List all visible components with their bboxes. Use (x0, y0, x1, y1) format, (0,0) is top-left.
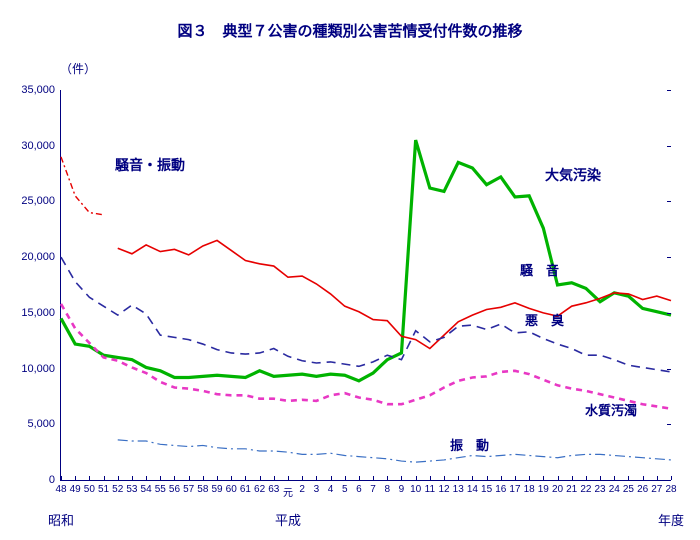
series-vibration (118, 440, 671, 462)
y-tick-label: 5,000 (27, 418, 61, 430)
series-label-vibration: 振 動 (450, 435, 489, 454)
x-tick-label: 17 (509, 480, 520, 495)
x-tick-label: 19 (538, 480, 549, 495)
y-tick-label: 25,000 (21, 195, 61, 207)
x-tick-label: 23 (595, 480, 606, 495)
series-label-water_pollution: 水質汚濁 (585, 400, 637, 419)
x-tick-label: 14 (467, 480, 478, 495)
x-tick-label: 11 (425, 480, 435, 495)
y-tick-label: 20,000 (21, 251, 61, 263)
era-label: 平成 (275, 510, 301, 529)
x-tick-label: 55 (155, 480, 166, 495)
series-noise_vibration_s48 (61, 157, 104, 215)
x-tick-label: 25 (623, 480, 634, 495)
x-tick-label: 53 (126, 480, 137, 495)
x-tick-label: 13 (453, 480, 464, 495)
x-tick-label: 10 (410, 480, 421, 495)
x-tick-label: 57 (183, 480, 194, 495)
x-tick-label: 58 (197, 480, 208, 495)
x-tick-label: 59 (211, 480, 222, 495)
x-tick-label: 4 (328, 480, 334, 495)
x-tick-label: 63 (268, 480, 279, 495)
series-odor (61, 257, 671, 372)
x-tick-label: 3 (314, 480, 320, 495)
x-tick-label: 48 (55, 480, 66, 495)
x-tick-label: 28 (665, 480, 676, 495)
y-tick-label: 15,000 (21, 307, 61, 319)
x-tick-label: 21 (566, 480, 577, 495)
x-tick-label: 16 (495, 480, 506, 495)
series-water_pollution (61, 304, 671, 409)
x-tick-label: 2 (299, 480, 305, 495)
x-tick-label: 62 (254, 480, 265, 495)
series-label-noise_vibration_s48: 騒音・振動 (115, 155, 185, 175)
y-tick-label: 35,000 (21, 84, 61, 96)
x-tick-label: 49 (70, 480, 81, 495)
y-axis-unit: （件） (60, 60, 96, 77)
x-tick-label: 18 (524, 480, 535, 495)
era-label: 年度 (658, 510, 684, 529)
x-tick-label: 56 (169, 480, 180, 495)
x-tick-label: 50 (84, 480, 95, 495)
x-tick-label: 51 (98, 480, 109, 495)
chart-lines (61, 90, 671, 480)
x-tick-label: 元 (283, 480, 293, 499)
x-tick-label: 12 (438, 480, 449, 495)
era-label: 昭和 (48, 510, 74, 529)
x-tick-label: 27 (651, 480, 662, 495)
y-tick-label: 30,000 (21, 140, 61, 152)
series-noise (118, 240, 671, 348)
x-tick-label: 20 (552, 480, 563, 495)
x-tick-label: 26 (637, 480, 648, 495)
chart-container: 図３ 典型７公害の種類別公害苦情受付件数の推移 （件） 05,00010,000… (0, 0, 700, 540)
x-tick-label: 52 (112, 480, 123, 495)
x-tick-label: 8 (384, 480, 390, 495)
plot-area: 05,00010,00015,00020,00025,00030,00035,0… (60, 90, 671, 481)
x-tick-label: 60 (226, 480, 237, 495)
x-tick-label: 5 (342, 480, 348, 495)
series-label-air_pollution: 大気汚染 (545, 165, 601, 185)
series-label-noise: 騒 音 (520, 260, 559, 279)
x-tick-label: 24 (609, 480, 620, 495)
y-tick-label: 10,000 (21, 363, 61, 375)
chart-title: 図３ 典型７公害の種類別公害苦情受付件数の推移 (0, 20, 700, 41)
series-label-odor: 悪 臭 (525, 310, 564, 329)
x-tick-label: 7 (370, 480, 376, 495)
x-tick-label: 61 (240, 480, 251, 495)
x-tick-label: 54 (141, 480, 152, 495)
x-tick-label: 6 (356, 480, 362, 495)
x-tick-label: 9 (399, 480, 405, 495)
x-tick-label: 22 (580, 480, 591, 495)
x-tick-label: 15 (481, 480, 492, 495)
